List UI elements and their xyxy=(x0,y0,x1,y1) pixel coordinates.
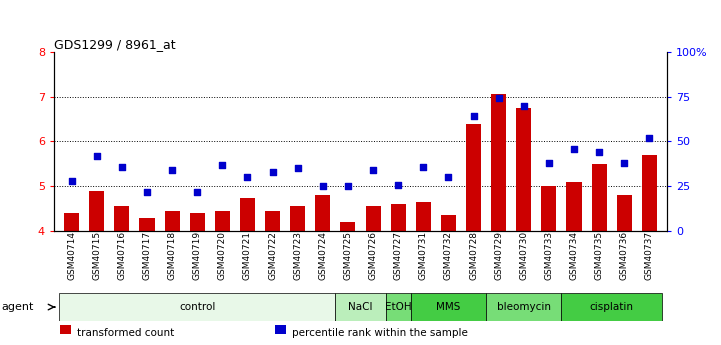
Point xyxy=(167,167,178,173)
Text: GSM40730: GSM40730 xyxy=(519,231,528,280)
Bar xyxy=(591,164,606,231)
Bar xyxy=(441,215,456,231)
Text: GSM40727: GSM40727 xyxy=(394,231,402,280)
Point xyxy=(543,160,554,166)
Point xyxy=(593,149,605,155)
Bar xyxy=(466,124,481,231)
Text: GSM40714: GSM40714 xyxy=(67,231,76,280)
Point xyxy=(417,164,429,169)
Text: control: control xyxy=(179,302,216,312)
Text: GSM40735: GSM40735 xyxy=(595,231,603,280)
Point xyxy=(619,160,630,166)
Point xyxy=(141,189,153,195)
Text: GDS1299 / 8961_at: GDS1299 / 8961_at xyxy=(54,38,176,51)
Text: GSM40720: GSM40720 xyxy=(218,231,227,280)
Bar xyxy=(64,213,79,231)
Bar xyxy=(315,195,330,231)
Bar xyxy=(386,293,411,321)
Text: GSM40724: GSM40724 xyxy=(319,231,327,280)
Point xyxy=(342,184,354,189)
Text: GSM40726: GSM40726 xyxy=(368,231,378,280)
Point xyxy=(644,135,655,141)
Text: GSM40732: GSM40732 xyxy=(444,231,453,280)
Text: GSM40737: GSM40737 xyxy=(645,231,654,280)
Text: GSM40715: GSM40715 xyxy=(92,231,101,280)
Point xyxy=(192,189,203,195)
Bar xyxy=(190,213,205,231)
Bar xyxy=(366,206,381,231)
Bar xyxy=(491,94,506,231)
Bar xyxy=(416,202,431,231)
Text: MMS: MMS xyxy=(436,302,461,312)
Text: GSM40725: GSM40725 xyxy=(343,231,353,280)
Point xyxy=(443,175,454,180)
Text: agent: agent xyxy=(1,302,34,312)
Text: transformed count: transformed count xyxy=(77,328,174,338)
Text: GSM40719: GSM40719 xyxy=(193,231,202,280)
Text: GSM40736: GSM40736 xyxy=(620,231,629,280)
Text: percentile rank within the sample: percentile rank within the sample xyxy=(292,328,468,338)
Text: GSM40716: GSM40716 xyxy=(118,231,126,280)
Point xyxy=(568,146,580,151)
Point xyxy=(292,166,304,171)
Point xyxy=(242,175,253,180)
Text: GSM40721: GSM40721 xyxy=(243,231,252,280)
Text: GSM40717: GSM40717 xyxy=(143,231,151,280)
Text: GSM40729: GSM40729 xyxy=(494,231,503,280)
Bar xyxy=(340,222,355,231)
Point xyxy=(392,182,404,187)
Point xyxy=(518,103,529,108)
Bar xyxy=(567,182,582,231)
Bar xyxy=(290,206,305,231)
Bar xyxy=(115,206,130,231)
Bar xyxy=(164,211,180,231)
Text: EtOH: EtOH xyxy=(385,302,412,312)
Text: NaCl: NaCl xyxy=(348,302,373,312)
Text: GSM40733: GSM40733 xyxy=(544,231,554,280)
Text: GSM40723: GSM40723 xyxy=(293,231,302,280)
Point xyxy=(216,162,228,168)
Text: bleomycin: bleomycin xyxy=(497,302,551,312)
Bar xyxy=(89,191,105,231)
Bar xyxy=(562,293,662,321)
Text: GSM40731: GSM40731 xyxy=(419,231,428,280)
Point xyxy=(267,169,278,175)
Bar xyxy=(391,204,406,231)
Bar xyxy=(335,293,386,321)
Bar xyxy=(486,293,562,321)
Point xyxy=(91,153,102,159)
Text: GSM40734: GSM40734 xyxy=(570,231,578,280)
Point xyxy=(493,96,505,101)
Point xyxy=(66,178,77,184)
Bar xyxy=(642,155,657,231)
Bar xyxy=(275,325,286,334)
Bar xyxy=(411,293,486,321)
Bar xyxy=(59,293,335,321)
Text: GSM40718: GSM40718 xyxy=(167,231,177,280)
Bar xyxy=(516,108,531,231)
Point xyxy=(468,114,479,119)
Bar xyxy=(61,325,71,334)
Text: GSM40722: GSM40722 xyxy=(268,231,277,280)
Bar xyxy=(215,211,230,231)
Bar xyxy=(240,197,255,231)
Point xyxy=(317,184,329,189)
Bar xyxy=(139,218,154,231)
Text: cisplatin: cisplatin xyxy=(590,302,634,312)
Bar xyxy=(616,195,632,231)
Bar xyxy=(265,211,280,231)
Bar xyxy=(541,186,557,231)
Point xyxy=(367,167,379,173)
Text: GSM40728: GSM40728 xyxy=(469,231,478,280)
Point xyxy=(116,164,128,169)
